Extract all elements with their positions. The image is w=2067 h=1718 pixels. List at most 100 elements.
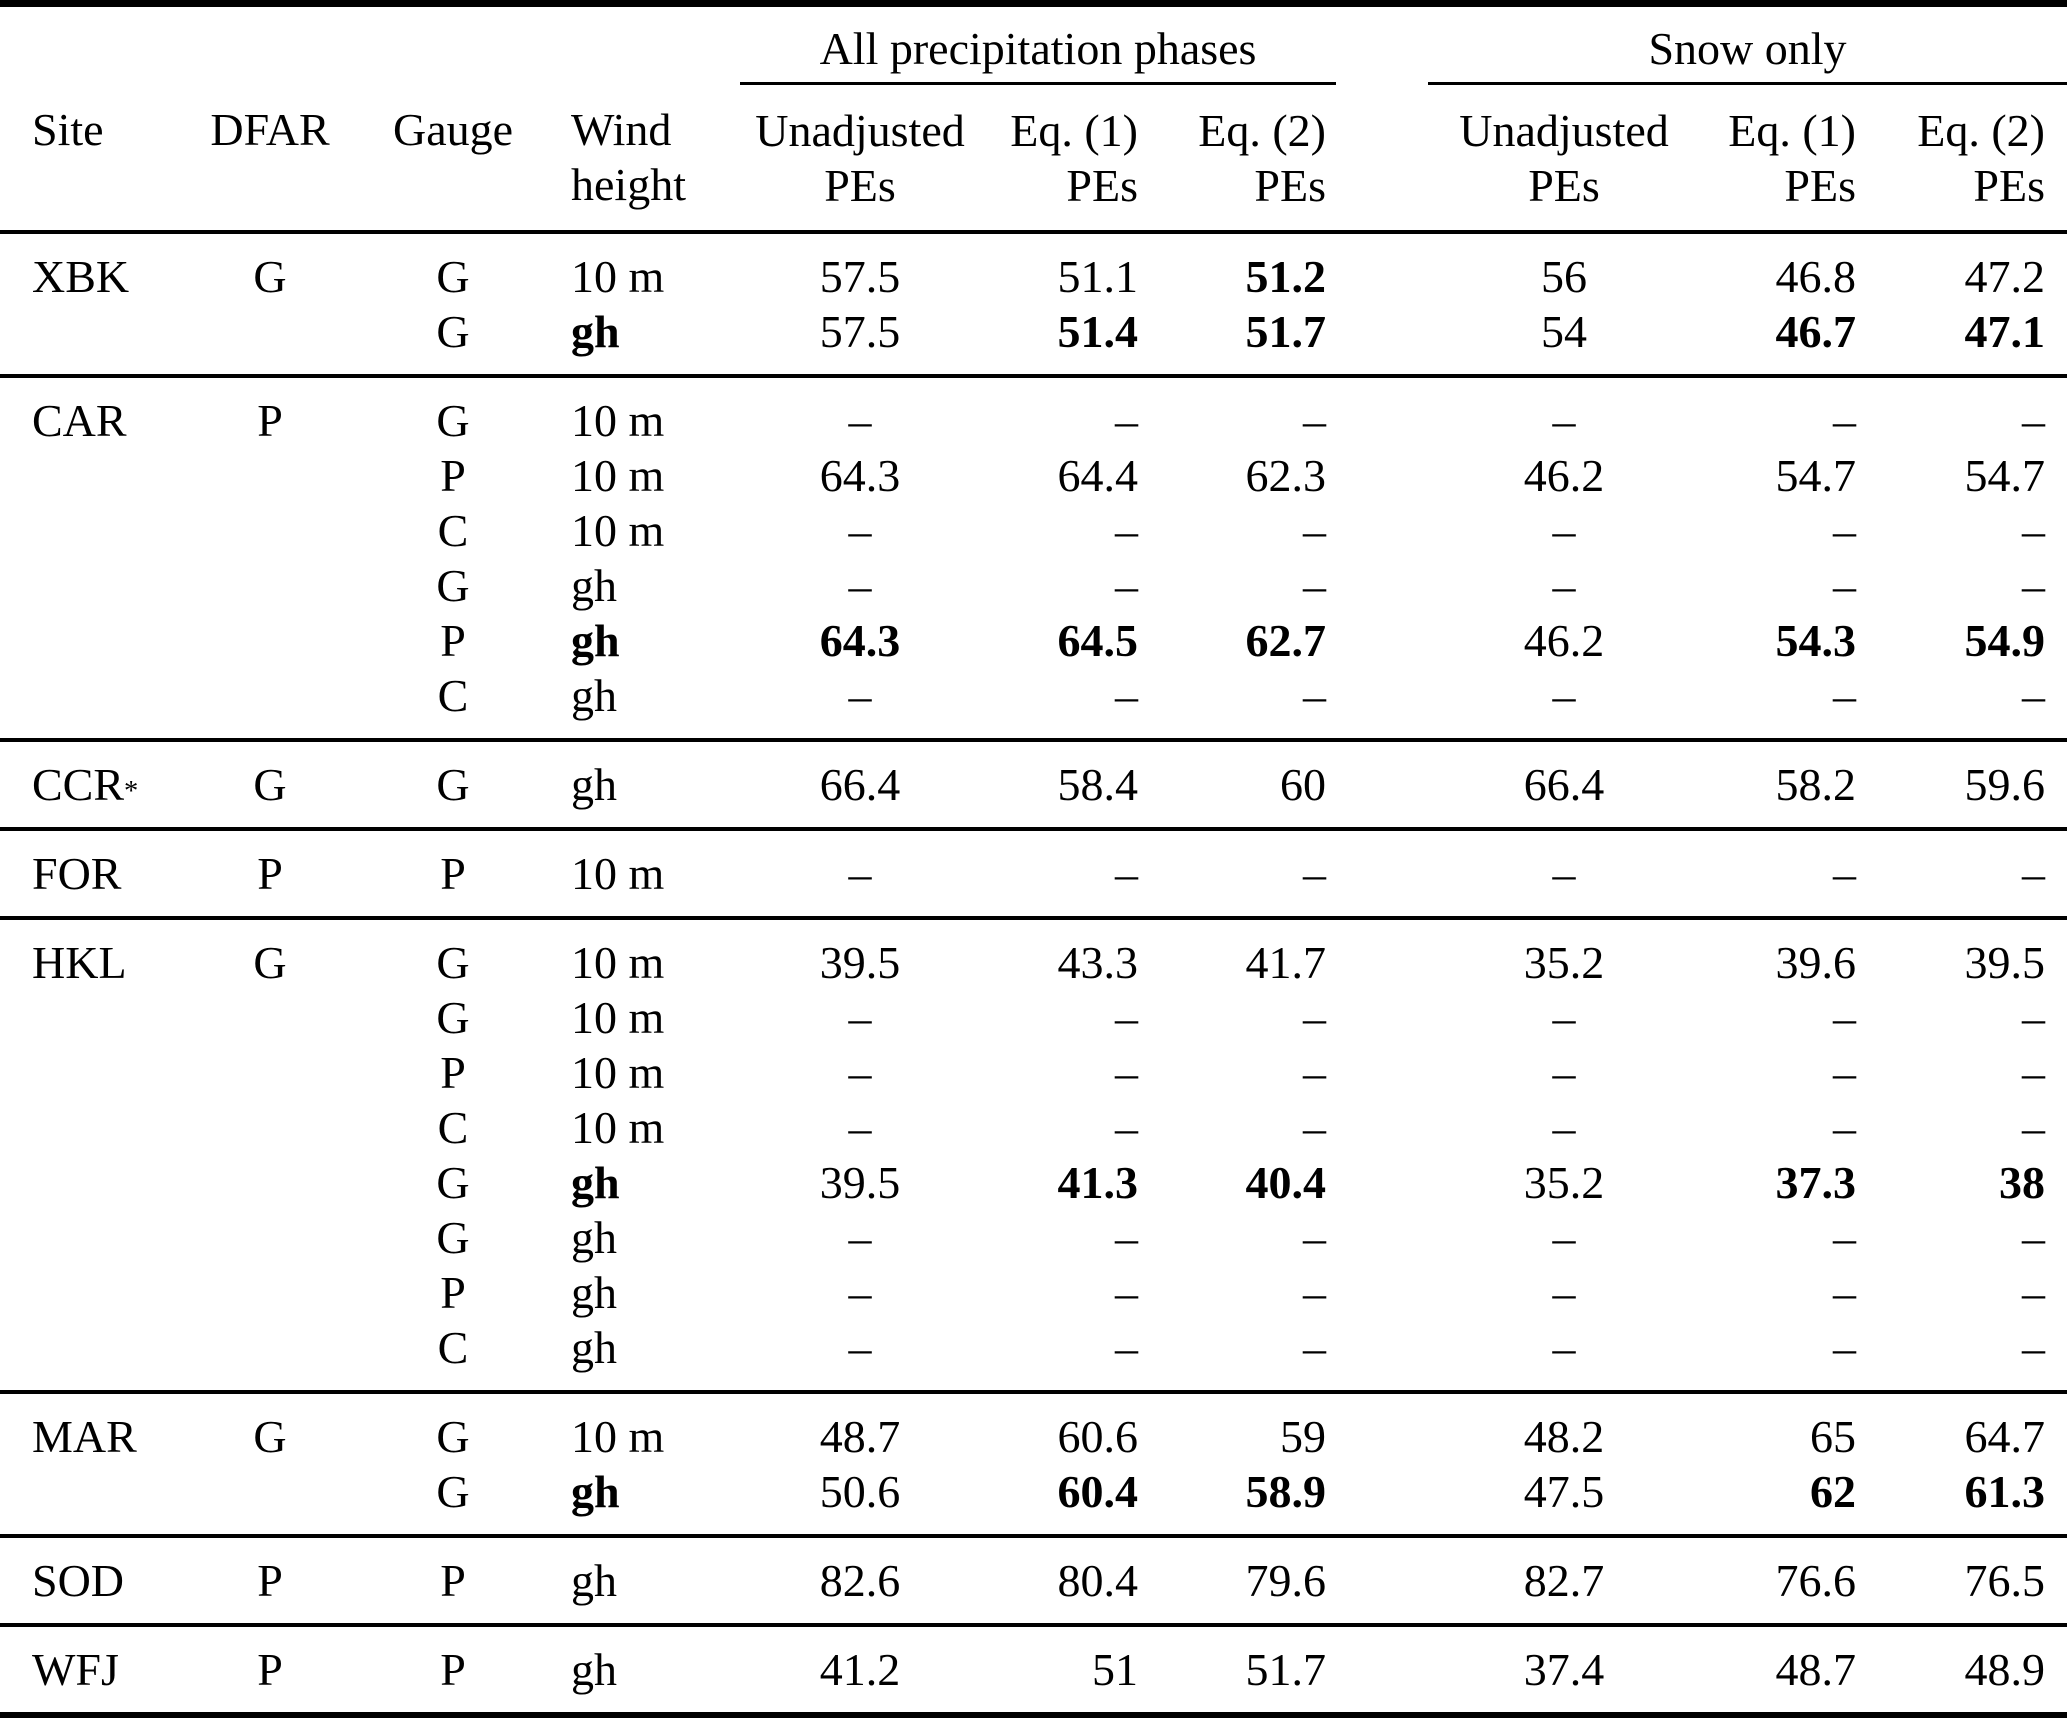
value-cell: –	[1552, 1102, 1576, 1153]
value-cell: 64.3	[819, 615, 901, 666]
value-cell: –	[1833, 1047, 1857, 1098]
spacer-cell	[1336, 1464, 1428, 1536]
group-header-snow-only: Snow only	[1428, 3, 2067, 85]
value-cell: 39.5	[819, 937, 901, 988]
site-cell	[0, 558, 170, 613]
wind-height-cell: 10 m	[571, 505, 665, 556]
value-cell: –	[1115, 848, 1138, 899]
value-cell: –	[1833, 1267, 1857, 1318]
col-header-unadjusted-label: Unadjusted	[755, 105, 965, 156]
gauge-cell: G	[436, 937, 470, 988]
value-cell: –	[1833, 505, 1857, 556]
value-cell: 46.7	[1775, 306, 1857, 357]
wind-height-cell: 10 m	[571, 251, 665, 302]
value-cell: 47.5	[1523, 1466, 1605, 1517]
value-cell: 41.7	[1245, 937, 1327, 988]
site-label: HKL	[32, 937, 127, 988]
dfar-cell	[170, 1320, 370, 1392]
value-cell: –	[848, 670, 872, 721]
wind-height-cell: gh	[571, 1644, 617, 1695]
col-header-pes-label: PEs	[1254, 160, 1327, 211]
spacer-cell	[1336, 613, 1428, 668]
dfar-cell: P	[257, 395, 283, 446]
col-header-snow-unadjusted: Unadjusted PEs	[1428, 84, 1700, 233]
site-label: XBK	[32, 251, 130, 302]
value-cell: –	[848, 848, 872, 899]
value-cell: 64.4	[1057, 450, 1139, 501]
value-cell: –	[1552, 848, 1576, 899]
spacer-cell	[1336, 503, 1428, 558]
value-cell: –	[1303, 505, 1327, 556]
value-cell: 59.6	[1964, 759, 2046, 810]
col-header-all-unadjusted: Unadjusted PEs	[740, 84, 980, 233]
value-cell: 51.7	[1245, 1644, 1327, 1695]
site-cell: MAR	[0, 1392, 170, 1464]
wind-height-cell: gh	[571, 670, 617, 721]
wind-height-cell: gh	[571, 1267, 617, 1318]
value-cell: –	[1552, 1267, 1576, 1318]
site-cell	[0, 1210, 170, 1265]
dfar-cell	[170, 1155, 370, 1210]
value-cell: –	[1115, 505, 1138, 556]
value-cell: –	[1303, 992, 1327, 1043]
spacer-cell	[1336, 1045, 1428, 1100]
value-cell: 66.4	[1523, 759, 1605, 810]
value-cell: –	[1115, 992, 1138, 1043]
col-header-all-eq2: Eq. (2) PEs	[1148, 84, 1336, 233]
col-header-gauge-label: Gauge	[392, 103, 514, 155]
gauge-cell: C	[437, 670, 469, 721]
wind-height-cell: 10 m	[571, 937, 665, 988]
value-cell: 35.2	[1523, 937, 1605, 988]
col-header-eq2-label: Eq. (2)	[1198, 105, 1327, 156]
dfar-cell	[170, 1210, 370, 1265]
value-cell: 47.1	[1964, 306, 2046, 357]
value-cell: –	[1833, 992, 1857, 1043]
value-cell: 79.6	[1245, 1555, 1327, 1606]
wind-height-cell: gh	[571, 1157, 620, 1208]
spacer-cell	[1336, 376, 1428, 448]
spacer-cell	[1336, 1210, 1428, 1265]
col-header-pes-label: PEs	[1066, 160, 1138, 211]
col-header-wind-height: Wind height	[536, 84, 740, 233]
value-cell: 39.5	[819, 1157, 901, 1208]
col-header-eq1-label: Eq. (1)	[1010, 105, 1138, 156]
dfar-cell	[170, 1265, 370, 1320]
gauge-cell: G	[436, 306, 470, 357]
value-cell: –	[1552, 395, 1576, 446]
value-cell: –	[1833, 560, 1857, 611]
wind-height-cell: gh	[571, 306, 620, 357]
value-cell: 51.7	[1245, 306, 1327, 357]
col-header-snow-eq1: Eq. (1) PEs	[1700, 84, 1866, 233]
spacer-cell	[1336, 1155, 1428, 1210]
col-header-wind-line1: Wind	[571, 103, 672, 155]
value-cell: 64.3	[819, 450, 901, 501]
wind-height-cell: gh	[571, 759, 617, 810]
col-header-eq2-label: Eq. (2)	[1917, 105, 2046, 156]
value-cell: 48.7	[1775, 1644, 1857, 1695]
value-cell: 62.3	[1245, 450, 1327, 501]
value-cell: 62.7	[1245, 615, 1327, 666]
site-cell	[0, 1045, 170, 1100]
value-cell: –	[848, 1047, 872, 1098]
value-cell: 57.5	[819, 306, 901, 357]
spacer-cell	[1336, 990, 1428, 1045]
value-cell: 60.4	[1057, 1466, 1139, 1517]
table-row: P 10 m – – – – – –	[0, 1045, 2067, 1100]
col-header-wind-line2: height	[571, 158, 686, 210]
site-label: CCR	[32, 759, 125, 810]
value-cell: –	[1303, 560, 1327, 611]
dfar-cell: G	[253, 759, 287, 810]
site-superscript: *	[124, 776, 139, 807]
value-cell: 58.9	[1245, 1466, 1327, 1517]
wind-height-cell: 10 m	[571, 992, 665, 1043]
site-cell	[0, 503, 170, 558]
gauge-cell: P	[440, 1267, 466, 1318]
value-cell: 40.4	[1245, 1157, 1327, 1208]
value-cell: 54	[1541, 306, 1588, 357]
value-cell: –	[1833, 670, 1857, 721]
value-cell: –	[1115, 560, 1138, 611]
